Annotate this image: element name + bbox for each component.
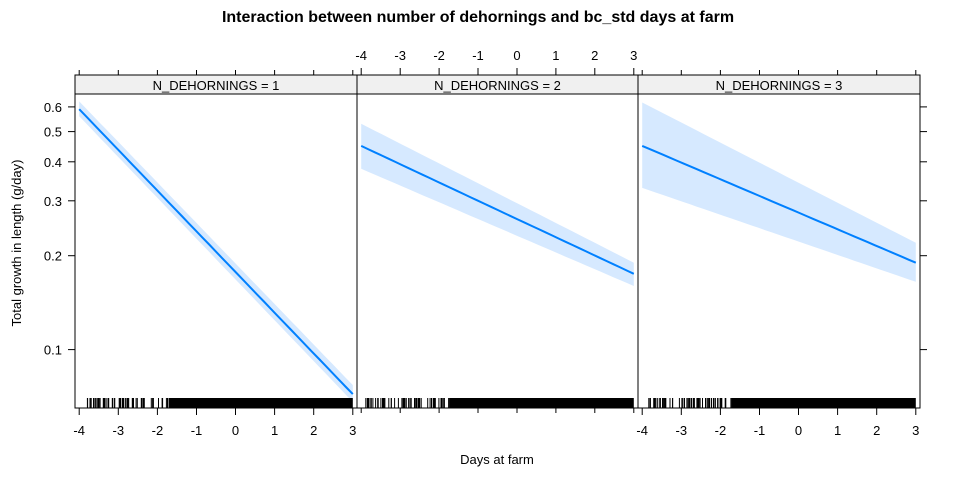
strip-label: N_DEHORNINGS = 3 <box>716 78 843 93</box>
x-tick-label: -4 <box>73 423 85 438</box>
y-tick-label: 0.2 <box>44 249 62 264</box>
x-tick-label: -2 <box>433 48 445 63</box>
strip-label: N_DEHORNINGS = 1 <box>153 78 280 93</box>
panel-1: N_DEHORNINGS = 1 -4 -3 -2 -1 0 1 2 3 <box>73 70 358 438</box>
x-tick-label: 0 <box>513 48 520 63</box>
x-tick-label: 2 <box>873 423 880 438</box>
confidence-band <box>642 102 916 282</box>
x-ticks: -4 -3 -2 -1 0 1 2 3 <box>636 70 919 438</box>
x-tick-label: -2 <box>715 423 727 438</box>
x-tick-label: 0 <box>795 423 802 438</box>
y-tick-label: 0.3 <box>44 194 62 209</box>
panel-2: N_DEHORNINGS = 2 -4 -3 -2 -1 0 1 2 3 <box>355 48 639 413</box>
y-axis: 0.1 0.2 0.3 0.4 0.5 0.6 <box>44 100 927 358</box>
x-ticks: -4 -3 -2 -1 0 1 2 3 <box>355 48 637 413</box>
x-tick-label: -4 <box>636 423 648 438</box>
y-tick-label: 0.1 <box>44 343 62 358</box>
confidence-band <box>361 123 634 286</box>
fit-line <box>641 144 917 264</box>
y-tick-label: 0.6 <box>44 100 62 115</box>
x-tick-label: 2 <box>310 423 317 438</box>
rug-dense-block <box>732 398 916 408</box>
x-tick-label: 3 <box>912 423 919 438</box>
x-tick-label: -1 <box>191 423 203 438</box>
x-tick-label: -2 <box>152 423 164 438</box>
x-tick-label: -3 <box>113 423 125 438</box>
y-tick-label: 0.5 <box>44 125 62 140</box>
rug-dense-block <box>169 398 353 408</box>
x-tick-label: -4 <box>355 48 367 63</box>
x-tick-label: -1 <box>472 48 484 63</box>
rug <box>86 398 353 408</box>
y-tick-label: 0.4 <box>44 155 62 170</box>
fit-line <box>360 144 635 275</box>
rug <box>365 398 634 408</box>
strip-label: N_DEHORNINGS = 2 <box>434 78 561 93</box>
x-tick-label: 3 <box>349 423 356 438</box>
x-tick-label: 0 <box>232 423 239 438</box>
x-tick-label: 1 <box>552 48 559 63</box>
panel-3: N_DEHORNINGS = 3 -4 -3 -2 -1 0 1 2 3 <box>636 70 921 438</box>
chart-title: Interaction between number of dehornings… <box>222 9 734 26</box>
rug-dense-block <box>450 398 634 408</box>
x-tick-label: 2 <box>591 48 598 63</box>
panels: N_DEHORNINGS = 1-4 -3 -2 -1 0 1 2 3N_DEHORNINGS… <box>44 48 927 438</box>
x-ticks: -4 -3 -2 -1 0 1 2 3 <box>73 70 356 438</box>
x-tick-label: 1 <box>834 423 841 438</box>
x-tick-label: 1 <box>271 423 278 438</box>
y-axis-label: Total growth in length (g/day) <box>9 160 24 327</box>
rug <box>648 398 916 408</box>
x-tick-label: -1 <box>754 423 766 438</box>
x-axis-label: Days at farm <box>460 452 534 467</box>
x-tick-label: 3 <box>630 48 637 63</box>
fit-line <box>78 108 354 395</box>
x-tick-label: -3 <box>394 48 406 63</box>
x-tick-label: -3 <box>676 423 688 438</box>
strip-header <box>637 74 921 95</box>
